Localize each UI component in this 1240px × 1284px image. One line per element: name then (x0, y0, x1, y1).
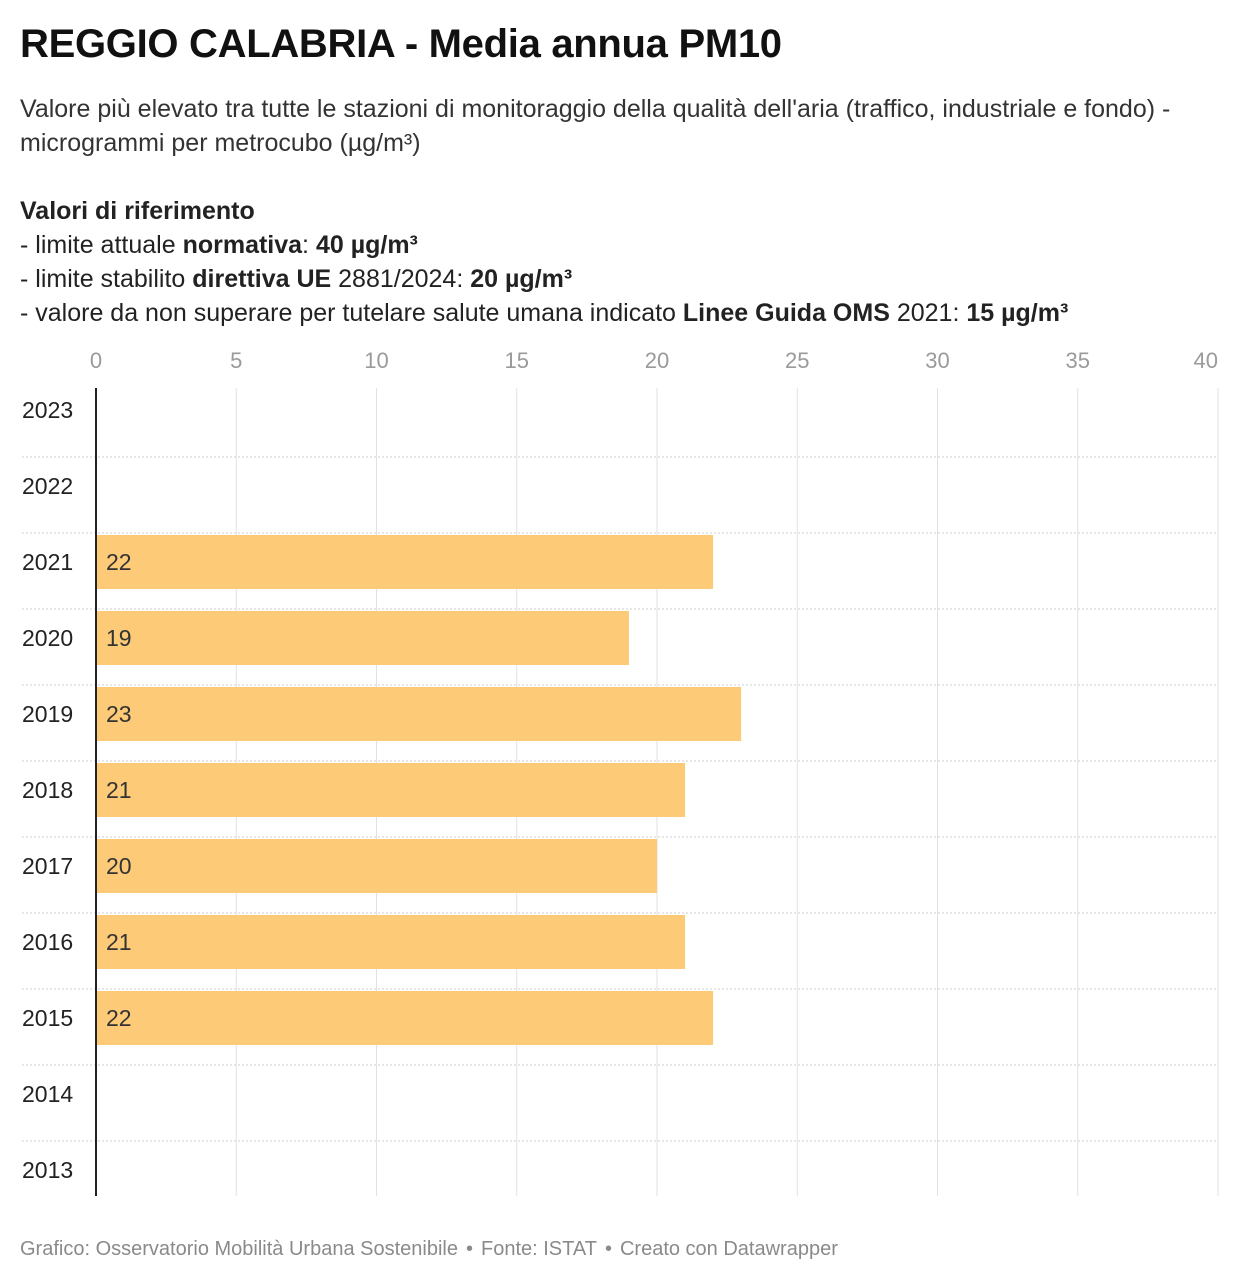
x-tick-label: 10 (364, 348, 388, 373)
bar-data-label: 21 (106, 929, 132, 955)
reference-value: 15 µg/m³ (966, 299, 1069, 327)
x-tick-label: 35 (1066, 348, 1090, 373)
bar (96, 687, 742, 741)
chart-subtitle: Valore più elevato tra tutte le stazioni… (20, 95, 1171, 157)
reference-heading: Valori di riferimento (20, 197, 255, 225)
y-category-label: 2023 (22, 397, 73, 423)
y-category-label: 2013 (22, 1157, 73, 1183)
footer-separator: • (604, 1238, 612, 1260)
bar-data-label: 19 (106, 625, 132, 651)
reference-bold: Linee Guida OMS (682, 299, 890, 327)
x-tick-label: 25 (785, 348, 809, 373)
y-category-label: 2016 (22, 929, 73, 955)
bar-data-label: 22 (106, 549, 132, 575)
x-tick-label: 15 (505, 348, 529, 373)
reference-mid: : (302, 231, 316, 259)
reference-line-direttiva-ue: - limite stabilito direttiva UE 2881/202… (20, 262, 1230, 296)
footer-tool: Creato con Datawrapper (619, 1238, 838, 1260)
y-category-label: 2015 (22, 1005, 73, 1031)
reference-line-oms: - valore da non superare per tutelare sa… (20, 296, 1230, 330)
y-category-label: 2020 (22, 625, 73, 651)
bar (96, 915, 686, 969)
x-tick-label: 20 (645, 348, 669, 373)
y-category-label: 2017 (22, 853, 73, 879)
y-category-label: 2022 (22, 473, 73, 499)
reference-bold: normativa (182, 231, 303, 259)
reference-values: Valori di riferimento - limite attuale n… (20, 194, 1230, 330)
chart-title: REGGIO CALABRIA - Media annua PM10 (20, 22, 782, 66)
reference-prefix: - limite attuale (20, 231, 183, 259)
x-tick-label: 30 (925, 348, 949, 373)
reference-line-normativa: - limite attuale normativa: 40 µg/m³ (20, 228, 1230, 262)
x-tick-label: 40 (1194, 348, 1218, 373)
y-category-label: 2018 (22, 777, 73, 803)
bar-data-label: 23 (106, 701, 132, 727)
bar-data-label: 21 (106, 777, 132, 803)
y-category-label: 2014 (22, 1081, 73, 1107)
bar (96, 991, 714, 1045)
reference-mid: 2021: (889, 299, 967, 327)
footer-source: Fonte: ISTAT (480, 1238, 597, 1260)
bar (96, 839, 657, 893)
reference-prefix: - valore da non superare per tutelare sa… (20, 299, 683, 327)
x-tick-label: 0 (90, 348, 102, 373)
bar-data-label: 20 (106, 853, 132, 879)
y-category-label: 2019 (22, 701, 73, 727)
reference-value: 40 µg/m³ (315, 231, 418, 259)
y-category-label: 2021 (22, 549, 73, 575)
reference-value: 20 µg/m³ (470, 265, 573, 293)
bar (96, 535, 714, 589)
bar-data-label: 22 (106, 1005, 132, 1031)
x-tick-label: 5 (230, 348, 242, 373)
footer-separator: • (465, 1238, 473, 1260)
footer-credit: Grafico: Osservatorio Mobilità Urbana So… (20, 1238, 458, 1260)
reference-bold: direttiva UE (192, 265, 332, 293)
reference-prefix: - limite stabilito (20, 265, 193, 293)
reference-mid: 2881/2024: (331, 265, 471, 293)
bar (96, 763, 686, 817)
footer: Grafico: Osservatorio Mobilità Urbana So… (20, 1238, 838, 1261)
bar (96, 611, 629, 665)
